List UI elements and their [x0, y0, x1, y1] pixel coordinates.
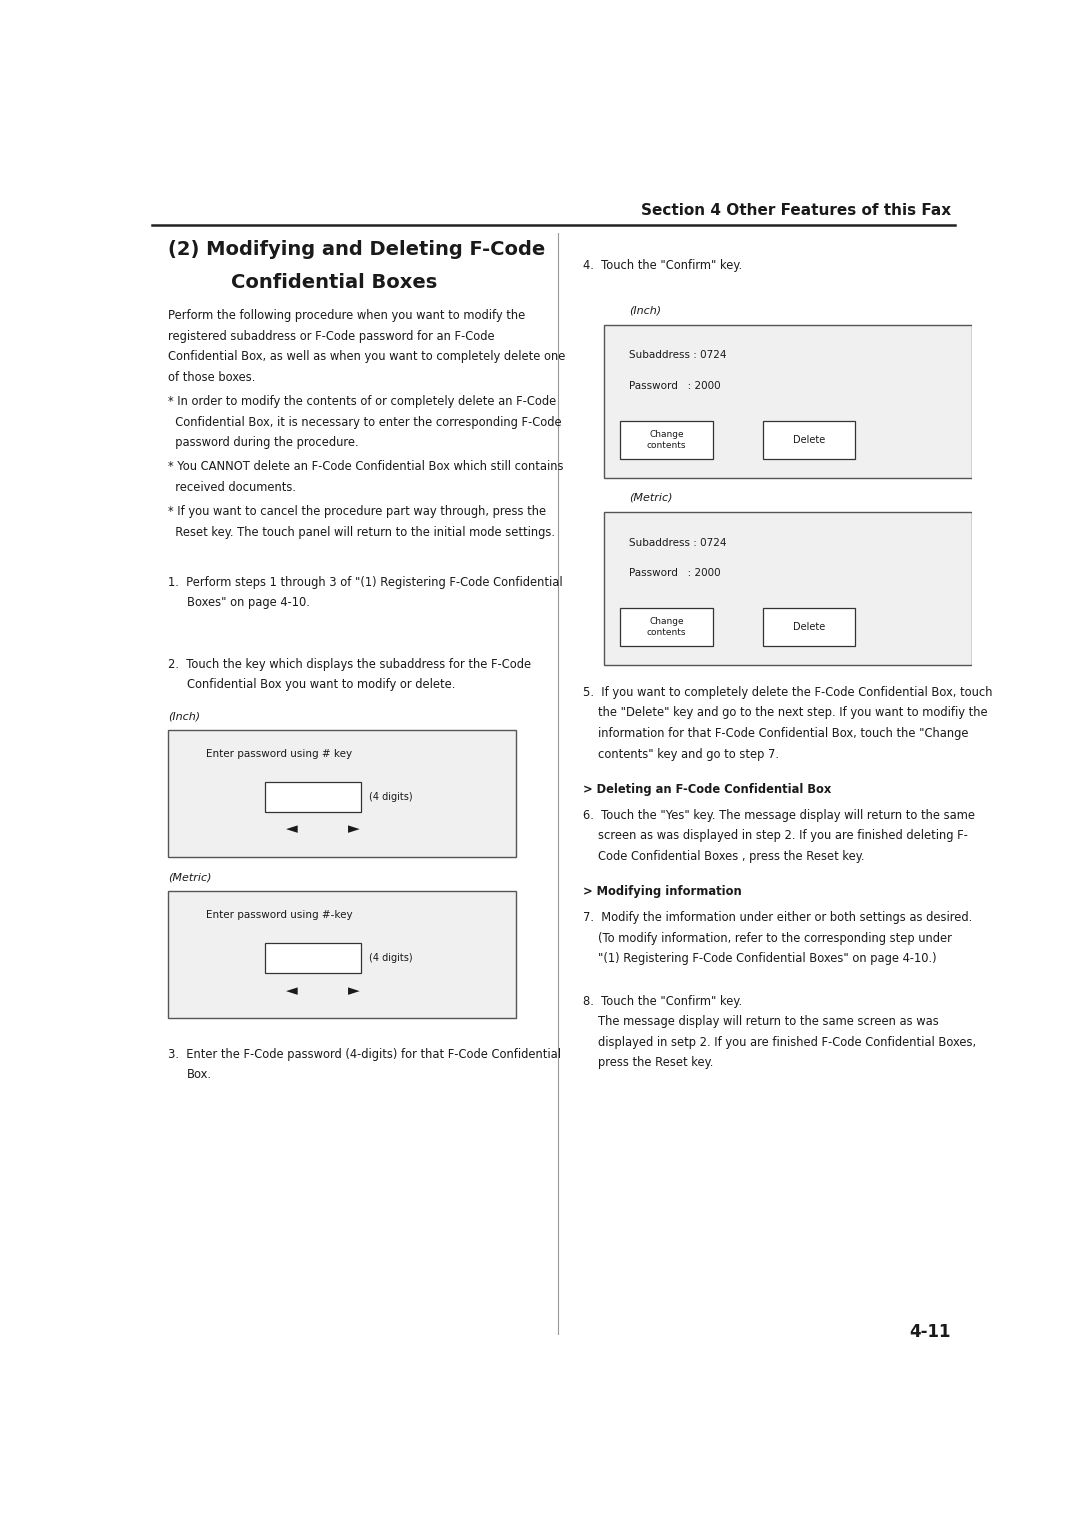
FancyBboxPatch shape	[265, 943, 361, 973]
Text: Change
contents: Change contents	[647, 431, 686, 449]
Text: received documents.: received documents.	[168, 481, 297, 494]
Text: Reset key. The touch panel will return to the initial mode settings.: Reset key. The touch panel will return t…	[168, 526, 555, 539]
Text: * You CANNOT delete an F-Code Confidential Box which still contains: * You CANNOT delete an F-Code Confidenti…	[168, 460, 564, 474]
Text: password during the procedure.: password during the procedure.	[168, 437, 360, 449]
Text: (To modify information, refer to the corresponding step under: (To modify information, refer to the cor…	[598, 932, 951, 944]
Text: 3.  Enter the F-Code password (4-digits) for that F-Code Confidential: 3. Enter the F-Code password (4-digits) …	[168, 1048, 562, 1060]
Text: Delete: Delete	[793, 622, 825, 633]
FancyBboxPatch shape	[620, 608, 713, 646]
Text: Password   : 2000: Password : 2000	[629, 568, 720, 578]
FancyBboxPatch shape	[604, 324, 972, 477]
FancyBboxPatch shape	[265, 782, 361, 813]
Text: 6.  Touch the "Yes" key. The message display will return to the same: 6. Touch the "Yes" key. The message disp…	[583, 808, 975, 822]
Text: 4-11: 4-11	[909, 1323, 951, 1342]
Text: ◄: ◄	[285, 822, 297, 837]
Text: Subaddress : 0724: Subaddress : 0724	[629, 538, 727, 547]
Text: * In order to modify the contents of or completely delete an F-Code: * In order to modify the contents of or …	[168, 396, 556, 408]
Text: (4 digits): (4 digits)	[369, 792, 413, 802]
Text: Perform the following procedure when you want to modify the: Perform the following procedure when you…	[168, 309, 526, 322]
Text: 7.  Modify the imformation under either or both settings as desired.: 7. Modify the imformation under either o…	[583, 911, 972, 924]
Text: (Inch): (Inch)	[168, 711, 201, 721]
Text: Delete: Delete	[793, 435, 825, 445]
Text: Confidential Boxes: Confidential Boxes	[231, 274, 437, 292]
Text: information for that F-Code Confidential Box, touch the "Change: information for that F-Code Confidential…	[598, 727, 969, 740]
Text: > Modifying information: > Modifying information	[583, 885, 742, 898]
Text: 2.  Touch the key which displays the subaddress for the F-Code: 2. Touch the key which displays the suba…	[168, 657, 531, 671]
Text: Change
contents: Change contents	[647, 617, 686, 637]
FancyBboxPatch shape	[762, 422, 855, 458]
Text: registered subaddress or F-Code password for an F-Code: registered subaddress or F-Code password…	[168, 330, 495, 342]
Text: 1.  Perform steps 1 through 3 of "(1) Registering F-Code Confidential: 1. Perform steps 1 through 3 of "(1) Reg…	[168, 576, 563, 588]
Text: ►: ►	[349, 983, 361, 998]
Text: Confidential Box you want to modify or delete.: Confidential Box you want to modify or d…	[187, 678, 456, 691]
Text: (2) Modifying and Deleting F-Code: (2) Modifying and Deleting F-Code	[168, 240, 545, 258]
Text: 5.  If you want to completely delete the F-Code Confidential Box, touch: 5. If you want to completely delete the …	[583, 686, 993, 698]
FancyBboxPatch shape	[762, 608, 855, 646]
Text: (Metric): (Metric)	[168, 872, 212, 882]
Text: "(1) Registering F-Code Confidential Boxes" on page 4-10.): "(1) Registering F-Code Confidential Box…	[598, 952, 936, 966]
Text: of those boxes.: of those boxes.	[168, 371, 256, 384]
FancyBboxPatch shape	[168, 891, 516, 1018]
Text: Confidential Box, it is necessary to enter the corresponding F-Code: Confidential Box, it is necessary to ent…	[168, 416, 562, 429]
Text: ►: ►	[349, 822, 361, 837]
Text: Enter password using #-key: Enter password using #-key	[206, 909, 353, 920]
Text: Subaddress : 0724: Subaddress : 0724	[629, 350, 727, 361]
Text: 8.  Touch the "Confirm" key.: 8. Touch the "Confirm" key.	[583, 995, 742, 1007]
Text: > Deleting an F-Code Confidential Box: > Deleting an F-Code Confidential Box	[583, 782, 831, 796]
Text: * If you want to cancel the procedure part way through, press the: * If you want to cancel the procedure pa…	[168, 506, 546, 518]
Text: Boxes" on page 4-10.: Boxes" on page 4-10.	[187, 596, 310, 610]
Text: ◄: ◄	[285, 983, 297, 998]
Text: (4 digits): (4 digits)	[369, 953, 413, 963]
Text: The message display will return to the same screen as was: The message display will return to the s…	[598, 1015, 939, 1028]
FancyBboxPatch shape	[620, 422, 713, 458]
Text: the "Delete" key and go to the next step. If you want to modifiy the: the "Delete" key and go to the next step…	[598, 706, 987, 720]
Text: (Inch): (Inch)	[629, 306, 661, 316]
Text: Password   : 2000: Password : 2000	[629, 380, 720, 391]
Text: screen as was displayed in step 2. If you are finished deleting F-: screen as was displayed in step 2. If yo…	[598, 830, 968, 842]
Text: Enter password using # key: Enter password using # key	[206, 749, 352, 759]
Text: Code Confidential Boxes , press the Reset key.: Code Confidential Boxes , press the Rese…	[598, 850, 864, 863]
Text: Box.: Box.	[187, 1068, 212, 1082]
Text: press the Reset key.: press the Reset key.	[598, 1056, 713, 1070]
FancyBboxPatch shape	[604, 512, 972, 665]
Text: Confidential Box, as well as when you want to completely delete one: Confidential Box, as well as when you wa…	[168, 350, 566, 364]
Text: contents" key and go to step 7.: contents" key and go to step 7.	[598, 747, 779, 761]
Text: displayed in setp 2. If you are finished F-Code Confidential Boxes,: displayed in setp 2. If you are finished…	[598, 1036, 976, 1048]
Text: Section 4 Other Features of this Fax: Section 4 Other Features of this Fax	[640, 203, 951, 219]
Text: 4.  Touch the "Confirm" key.: 4. Touch the "Confirm" key.	[583, 258, 742, 272]
FancyBboxPatch shape	[168, 730, 516, 857]
Text: (Metric): (Metric)	[629, 494, 673, 503]
